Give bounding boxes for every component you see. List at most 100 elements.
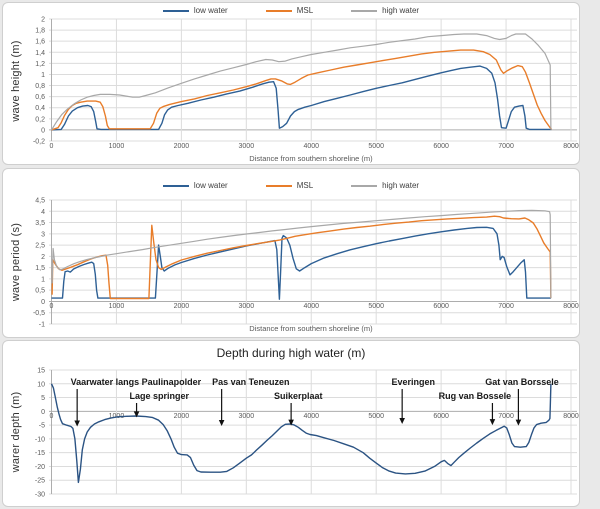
- svg-text:1,6: 1,6: [35, 39, 45, 46]
- svg-text:-30: -30: [35, 492, 45, 499]
- y-axis-label: warer depth (m): [10, 391, 22, 473]
- svg-text:-10: -10: [35, 436, 45, 443]
- svg-text:Vaarwater langs Paulinapolder: Vaarwater langs Paulinapolder: [71, 377, 202, 387]
- svg-text:5000: 5000: [368, 413, 384, 420]
- y-axis-label: wave height (m): [10, 40, 22, 122]
- svg-text:-25: -25: [35, 478, 45, 485]
- svg-text:3,5: 3,5: [35, 220, 45, 227]
- svg-text:-1: -1: [39, 322, 45, 329]
- svg-text:8000: 8000: [563, 143, 579, 150]
- svg-text:5000: 5000: [368, 143, 384, 150]
- svg-text:2000: 2000: [174, 303, 190, 310]
- legend-label: high water: [382, 6, 420, 15]
- svg-text:-15: -15: [35, 450, 45, 457]
- svg-text:3000: 3000: [239, 303, 255, 310]
- svg-text:Gat van Borssele: Gat van Borssele: [485, 377, 559, 387]
- svg-text:6000: 6000: [433, 413, 449, 420]
- legend-item-msl: MSL: [265, 181, 314, 190]
- legend-label: high water: [382, 181, 420, 190]
- svg-text:10: 10: [37, 381, 45, 388]
- legend-item-msl: MSL: [265, 6, 314, 15]
- svg-text:0: 0: [41, 409, 45, 416]
- wave-period-chart: 4,5 4 3,5 3 2,5 2 1,5 1 0,5 0 -0,5 -1 0 1000 2000 3000 4…: [33, 198, 579, 329]
- svg-text:0: 0: [41, 299, 45, 306]
- legend-label: MSL: [296, 181, 314, 190]
- svg-text:0: 0: [50, 303, 54, 310]
- legend-label: low water: [193, 181, 228, 190]
- svg-text:5: 5: [41, 395, 45, 402]
- low-water-line-swatch: [162, 9, 189, 12]
- svg-text:-0,2: -0,2: [33, 139, 45, 146]
- svg-text:2,5: 2,5: [35, 243, 45, 250]
- wave-period-legend: low water MSL high water: [3, 181, 579, 190]
- svg-text:8000: 8000: [563, 413, 579, 420]
- legend-item-low-water: low water: [162, 181, 228, 190]
- svg-text:1,5: 1,5: [35, 265, 45, 272]
- svg-text:0,2: 0,2: [35, 116, 45, 123]
- svg-text:0,5: 0,5: [35, 288, 45, 295]
- svg-text:0: 0: [50, 413, 54, 420]
- svg-text:15: 15: [37, 368, 45, 375]
- chart-title: Depth during high water (m): [216, 346, 366, 360]
- x-axis-label: Distance from southern shoreline (m): [249, 154, 373, 163]
- svg-text:Everingen: Everingen: [391, 377, 435, 387]
- svg-text:0,4: 0,4: [35, 105, 45, 112]
- svg-text:6000: 6000: [433, 143, 449, 150]
- legend-label: MSL: [296, 6, 314, 15]
- y-axis-label: wave period (s): [10, 222, 22, 302]
- svg-text:0: 0: [50, 143, 54, 150]
- svg-text:Rug van Bossele: Rug van Bossele: [439, 391, 512, 401]
- svg-text:1: 1: [41, 276, 45, 283]
- wave-height-legend: low water MSL high water: [3, 6, 579, 15]
- svg-text:7000: 7000: [498, 143, 514, 150]
- svg-text:2: 2: [41, 17, 45, 24]
- svg-text:5000: 5000: [368, 303, 384, 310]
- svg-text:8000: 8000: [563, 303, 579, 310]
- svg-text:2000: 2000: [174, 143, 190, 150]
- svg-text:Suikerplaat: Suikerplaat: [274, 391, 323, 401]
- legend-item-high-water: high water: [351, 6, 419, 15]
- svg-text:1,2: 1,2: [35, 61, 45, 68]
- svg-text:-20: -20: [35, 464, 45, 471]
- svg-text:7000: 7000: [498, 303, 514, 310]
- svg-text:0,6: 0,6: [35, 94, 45, 101]
- legend-item-high-water: high water: [351, 181, 419, 190]
- svg-text:3000: 3000: [239, 143, 255, 150]
- svg-text:Pas van Teneuzen: Pas van Teneuzen: [212, 377, 289, 387]
- wave-period-panel: low water MSL high water 4,5 4 3,5 3 2,5 2 1,5…: [2, 168, 580, 338]
- msl-line-swatch: [265, 9, 292, 12]
- svg-text:6000: 6000: [433, 303, 449, 310]
- svg-text:3000: 3000: [239, 413, 255, 420]
- svg-text:Lage springer: Lage springer: [130, 391, 190, 401]
- high-water-line-swatch: [351, 9, 378, 12]
- x-axis-label: Distance from southern shoreline (m): [249, 324, 373, 333]
- svg-text:7000: 7000: [498, 413, 514, 420]
- svg-text:1,8: 1,8: [35, 28, 45, 35]
- wave-height-chart: 2 1,8 1,6 1,4 1,2 1 0,8 0,6 0,4 0,2 0 -0,2 0 1000 2000…: [33, 17, 579, 151]
- high-water-line-swatch: [351, 184, 378, 187]
- msl-line-swatch: [265, 184, 292, 187]
- svg-text:4000: 4000: [303, 413, 319, 420]
- svg-text:2: 2: [41, 254, 45, 261]
- svg-text:4: 4: [41, 209, 45, 216]
- svg-text:4000: 4000: [303, 303, 319, 310]
- svg-text:-5: -5: [39, 423, 45, 430]
- svg-text:1: 1: [41, 72, 45, 79]
- svg-text:4000: 4000: [303, 143, 319, 150]
- svg-text:-0,5: -0,5: [33, 310, 45, 317]
- legend-label: low water: [193, 6, 228, 15]
- svg-text:0,8: 0,8: [35, 83, 45, 90]
- svg-text:1000: 1000: [109, 303, 125, 310]
- svg-text:3: 3: [41, 231, 45, 238]
- svg-text:4,5: 4,5: [35, 198, 45, 205]
- depth-panel: Depth during high water (m) 15 10 5 0 -5 -10 -…: [2, 340, 580, 507]
- svg-text:1000: 1000: [109, 143, 125, 150]
- svg-text:2000: 2000: [174, 413, 190, 420]
- low-water-line-swatch: [162, 184, 189, 187]
- svg-text:0: 0: [41, 127, 45, 134]
- wave-height-panel: low water MSL high water 2 1,8 1,6 1,4 1,2 1 0…: [2, 2, 580, 165]
- svg-text:1,4: 1,4: [35, 50, 45, 57]
- legend-item-low-water: low water: [162, 6, 228, 15]
